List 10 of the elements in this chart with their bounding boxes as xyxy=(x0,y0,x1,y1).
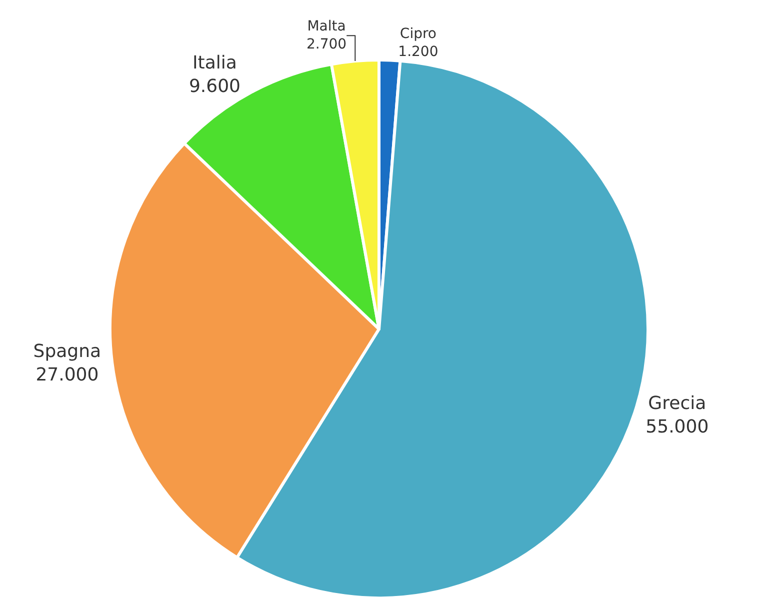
data-label: 27.000 xyxy=(36,364,99,386)
slice-label: Grecia xyxy=(648,392,706,414)
data-label: 55.000 xyxy=(646,416,709,438)
data-label: 1.200 xyxy=(398,44,438,60)
data-label: 9.600 xyxy=(188,76,240,98)
slice-label: Italia xyxy=(192,52,237,74)
slice-label: Malta xyxy=(307,18,346,34)
slice-label: Cipro xyxy=(400,26,436,42)
data-label: 2.700 xyxy=(306,36,347,53)
slice-label: Spagna xyxy=(33,341,102,362)
